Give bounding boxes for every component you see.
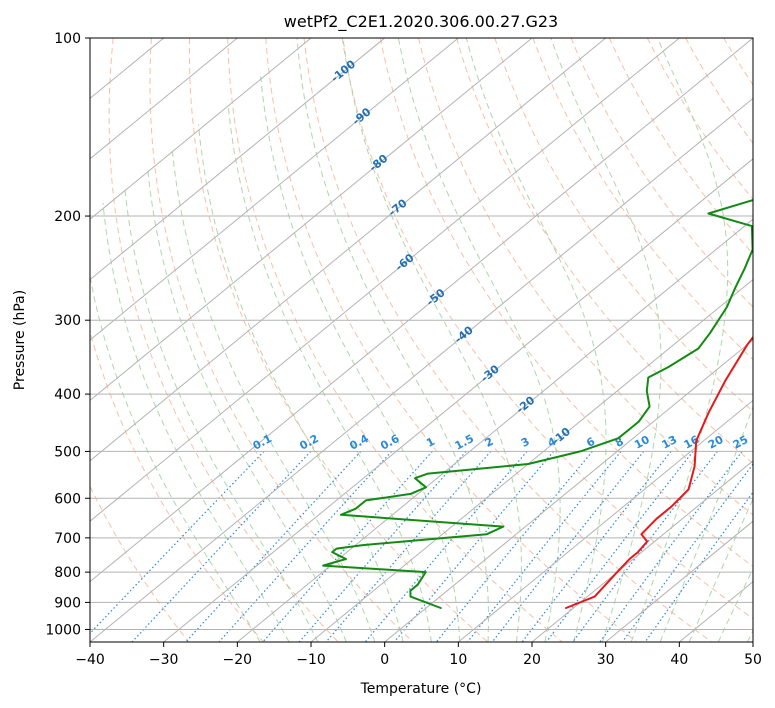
- sounding-profiles: [322, 198, 753, 609]
- dry-adiabat: [303, 38, 712, 642]
- x-tick-label: 50: [744, 652, 762, 668]
- isotherm: [90, 38, 312, 220]
- isotherm: [90, 38, 385, 281]
- dry-adiabat: [379, 38, 753, 568]
- moist-adiabat: [630, 38, 729, 642]
- y-tick-label: 400: [54, 387, 81, 403]
- dry-adiabat: [265, 38, 638, 642]
- x-tick-label: 0: [380, 652, 389, 668]
- x-tick-label: 30: [597, 652, 615, 668]
- moist-adiabat: [342, 38, 522, 642]
- mixing-ratio-label: 30: [751, 433, 771, 452]
- mixing-ratio-label: 10: [632, 433, 652, 452]
- dry-adiabat: [341, 38, 753, 620]
- mixing-ratio-label: 25: [731, 433, 751, 452]
- moist-adiabat: [296, 38, 489, 642]
- y-tick-label: 1000: [45, 622, 81, 638]
- mixing-ratio-line: [90, 450, 265, 635]
- dry-adiabat: [570, 38, 753, 308]
- mixing-ratio-line: [393, 451, 555, 642]
- plot-frame: [89, 37, 754, 643]
- x-axis-ticks: −40 −30 −20 −10 0 10 20 30 40 50: [75, 642, 762, 668]
- isotherm: [531, 460, 753, 642]
- mixing-ratio-line: [364, 451, 528, 642]
- moist-adiabat: [124, 188, 319, 642]
- y-tick-label: 700: [54, 531, 81, 547]
- x-tick-label: −20: [223, 652, 253, 668]
- dry-adiabat: [418, 38, 753, 516]
- moist-adiabat: [550, 38, 662, 642]
- y-tick-label: 900: [54, 595, 81, 611]
- moist-adiabat: [688, 497, 753, 642]
- isotherm: [237, 218, 753, 642]
- mixing-ratio-line: [218, 450, 393, 642]
- moist-adiabats: [90, 38, 753, 642]
- mixing-ratio-label: 13: [660, 433, 680, 452]
- moist-adiabat: [659, 405, 753, 642]
- y-tick-label: 600: [54, 491, 81, 507]
- mixing-ratio-line: [521, 451, 672, 642]
- x-tick-label: 20: [523, 652, 541, 668]
- x-tick-label: −40: [75, 652, 105, 668]
- isotherm: [90, 97, 753, 642]
- mixing-ratio-line: [644, 491, 753, 642]
- isotherm: [90, 38, 680, 522]
- plot-area-background: [90, 38, 753, 642]
- dry-adiabat: [608, 38, 753, 255]
- dry-adiabat: [227, 38, 563, 642]
- dry-adiabat: [90, 485, 190, 642]
- mixing-ratio-line: [435, 451, 593, 642]
- x-tick-label: −30: [149, 652, 179, 668]
- y-tick-label: 200: [54, 209, 81, 225]
- moist-adiabat: [90, 273, 261, 642]
- moist-adiabat: [102, 202, 290, 642]
- dry-adiabat: [532, 38, 753, 361]
- y-axis-ticks: 100 200 300 400 500 600 700 800 900 1000: [45, 31, 90, 638]
- dewpoint-line: [322, 198, 753, 609]
- isotherm: [90, 38, 459, 341]
- isotherm: [90, 38, 606, 462]
- moist-adiabat: [397, 38, 561, 642]
- dry-adiabats: [90, 38, 753, 642]
- isotherm: [384, 339, 753, 642]
- y-axis-label: Pressure (hPa): [12, 290, 28, 390]
- dry-adiabat: [108, 38, 339, 642]
- isotherm: [90, 38, 533, 402]
- mixing-ratio-label: 20: [706, 433, 726, 452]
- x-tick-label: 40: [670, 652, 688, 668]
- mixing-ratio-line: [467, 451, 622, 642]
- isotherm: [458, 399, 753, 642]
- y-tick-label: 800: [54, 565, 81, 581]
- y-tick-label: 300: [54, 313, 81, 329]
- mixing-ratio-line: [262, 450, 433, 642]
- isotherm: [310, 278, 753, 642]
- isotherm: [163, 158, 753, 642]
- moist-adiabat: [260, 73, 461, 642]
- mixing-ratio-line: [572, 451, 718, 642]
- dry-adiabat: [90, 329, 264, 642]
- y-tick-label: 500: [54, 444, 81, 460]
- x-tick-label: −10: [296, 652, 326, 668]
- x-tick-label: 10: [449, 652, 467, 668]
- isotherm: [605, 520, 753, 642]
- mixing-ratio-line: [491, 451, 645, 642]
- y-tick-label: 100: [54, 31, 81, 47]
- dry-adiabat: [149, 38, 414, 642]
- moist-adiabat: [147, 166, 347, 642]
- isotherm: [90, 38, 238, 160]
- skewed-isotherms: [90, 38, 753, 642]
- temperature-line: [565, 335, 753, 609]
- isotherm: [90, 38, 753, 583]
- chart-title: wetPf2_C2E1.2020.306.00.27.G23: [284, 12, 558, 32]
- x-axis-label: Temperature (°C): [360, 681, 482, 697]
